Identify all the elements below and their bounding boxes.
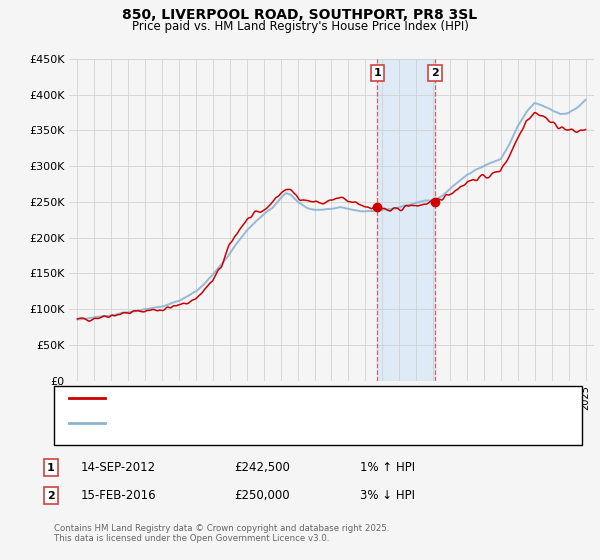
Text: £250,000: £250,000 bbox=[234, 489, 290, 502]
Bar bbox=[377, 59, 435, 381]
Text: 3% ↓ HPI: 3% ↓ HPI bbox=[360, 489, 415, 502]
Text: 1: 1 bbox=[374, 68, 381, 78]
Text: 15-FEB-2016: 15-FEB-2016 bbox=[81, 489, 157, 502]
Text: Contains HM Land Registry data © Crown copyright and database right 2025.
This d: Contains HM Land Registry data © Crown c… bbox=[54, 524, 389, 543]
Text: 1% ↑ HPI: 1% ↑ HPI bbox=[360, 461, 415, 474]
Text: 14-SEP-2012: 14-SEP-2012 bbox=[81, 461, 156, 474]
Text: 1: 1 bbox=[47, 463, 55, 473]
Text: 850, LIVERPOOL ROAD, SOUTHPORT, PR8 3SL (detached house): 850, LIVERPOOL ROAD, SOUTHPORT, PR8 3SL … bbox=[114, 393, 446, 403]
Text: 2: 2 bbox=[47, 491, 55, 501]
Text: Price paid vs. HM Land Registry's House Price Index (HPI): Price paid vs. HM Land Registry's House … bbox=[131, 20, 469, 32]
Text: HPI: Average price, detached house, Sefton: HPI: Average price, detached house, Seft… bbox=[114, 418, 341, 427]
Text: £242,500: £242,500 bbox=[234, 461, 290, 474]
Text: 850, LIVERPOOL ROAD, SOUTHPORT, PR8 3SL: 850, LIVERPOOL ROAD, SOUTHPORT, PR8 3SL bbox=[122, 8, 478, 22]
Text: 2: 2 bbox=[431, 68, 439, 78]
